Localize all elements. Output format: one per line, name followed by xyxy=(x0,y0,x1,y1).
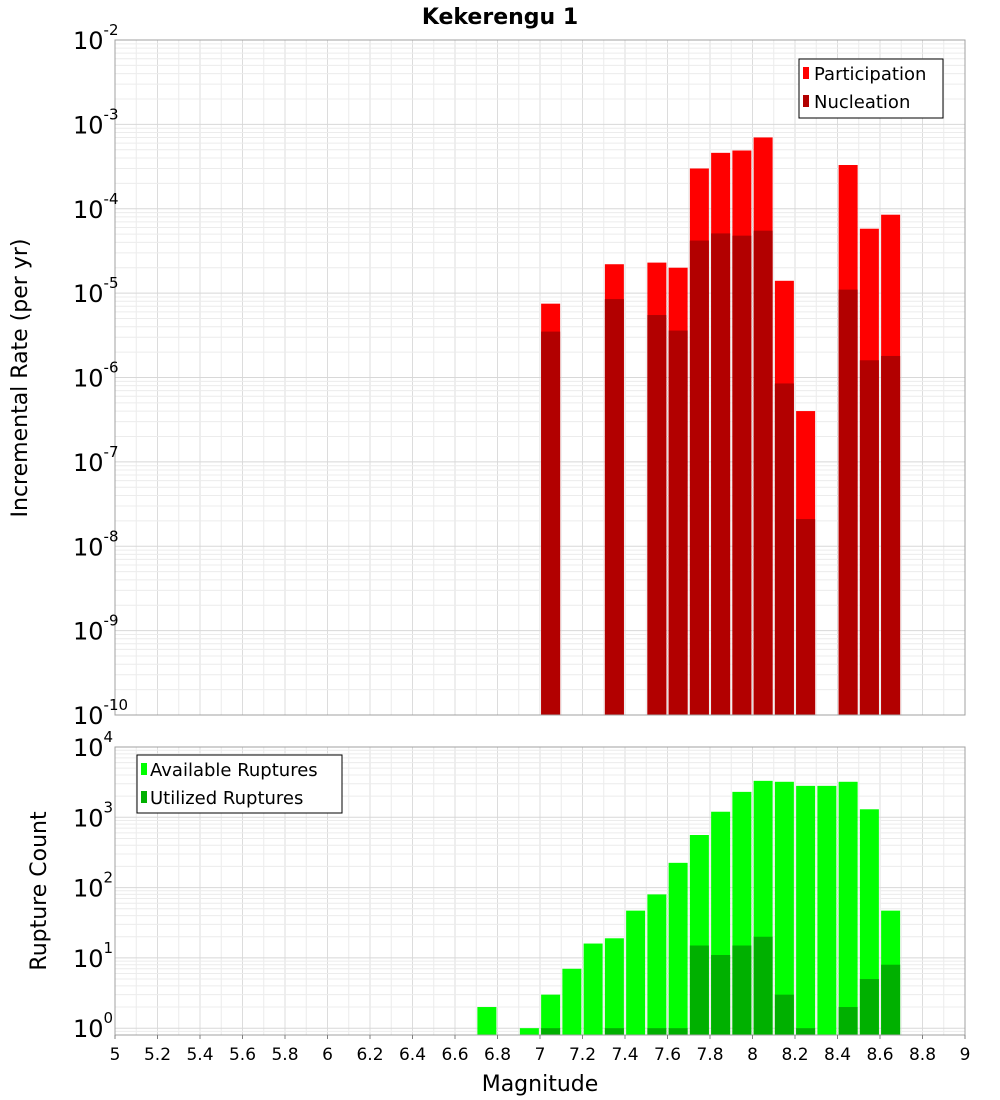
rate-y-tick-labels: 10-2 10-3 10-4 10-5 10-6 10-7 10-8 10-9 10-10 xyxy=(73,21,128,730)
available-ruptures-bar xyxy=(604,938,624,1035)
participation-legend-swatch xyxy=(803,67,809,79)
utilized-ruptures-bar xyxy=(881,964,901,1035)
utilized-legend-swatch xyxy=(141,791,147,803)
nucleation-bar xyxy=(711,233,731,715)
utilized-ruptures-bar xyxy=(859,979,879,1035)
available-ruptures-bar xyxy=(626,910,646,1035)
utilized-ruptures-bar xyxy=(838,1007,858,1035)
nucleation-bar xyxy=(859,360,879,715)
available-legend-swatch xyxy=(141,763,147,775)
participation-legend-label: Participation xyxy=(814,64,926,85)
nucleation-legend-label: Nucleation xyxy=(814,92,910,113)
count-chart: 104 103 102 101 100 5 5.2 5.4 5.6 5.8 6 6.2 6.4 6.6 6… xyxy=(27,728,970,1097)
nucleation-bar xyxy=(604,299,624,715)
count-y-tick-label: 101 xyxy=(73,939,113,973)
x-tick-label: 6.4 xyxy=(399,1045,426,1065)
chart-title: Kekerengu 1 xyxy=(422,5,578,30)
x-tick-label: 5.6 xyxy=(229,1045,256,1065)
x-tick-label: 6.2 xyxy=(356,1045,383,1065)
rate-y-axis-label: Incremental Rate (per yr) xyxy=(8,239,33,518)
available-ruptures-bar xyxy=(477,1007,497,1035)
available-ruptures-bar xyxy=(519,1028,539,1035)
count-y-tick-label: 100 xyxy=(73,1009,113,1043)
available-ruptures-bar xyxy=(859,809,879,1035)
nucleation-legend-swatch xyxy=(803,95,809,107)
utilized-ruptures-bar xyxy=(647,1028,667,1035)
rate-chart: 10-2 10-3 10-4 10-5 10-6 10-7 10-8 10-9 10-10 Ke… xyxy=(8,5,966,730)
x-tick-label: 8.6 xyxy=(866,1045,893,1065)
count-y-tick-label: 102 xyxy=(73,869,113,903)
x-tick-label: 6.8 xyxy=(484,1045,511,1065)
rate-y-tick-label: 10-3 xyxy=(73,105,119,139)
x-tick-label: 8.8 xyxy=(909,1045,936,1065)
nucleation-bar xyxy=(881,355,901,715)
x-tick-label: 7.8 xyxy=(696,1045,723,1065)
available-ruptures-bar xyxy=(583,943,603,1035)
x-axis-label: Magnitude xyxy=(482,1072,599,1097)
count-bars xyxy=(477,780,901,1035)
rate-y-tick-label: 10-10 xyxy=(73,696,128,730)
x-tick-label: 6 xyxy=(322,1045,333,1065)
x-tick-label: 8 xyxy=(747,1045,758,1065)
available-ruptures-bar xyxy=(647,894,667,1035)
utilized-ruptures-bar xyxy=(732,945,752,1035)
utilized-ruptures-bar xyxy=(604,1028,624,1035)
available-ruptures-bar xyxy=(562,968,582,1035)
nucleation-bar xyxy=(689,240,709,716)
x-tick-label: 7 xyxy=(535,1045,546,1065)
nucleation-bar xyxy=(541,331,561,715)
x-tick-label: 5.4 xyxy=(186,1045,213,1065)
utilized-ruptures-bar xyxy=(711,954,731,1035)
available-ruptures-bar xyxy=(774,781,794,1035)
x-tick-label: 5 xyxy=(110,1045,121,1065)
x-tick-label: 7.2 xyxy=(569,1045,596,1065)
rate-y-tick-label: 10-4 xyxy=(73,190,119,224)
rate-grid xyxy=(114,39,966,716)
x-tick-label: 8.4 xyxy=(824,1045,851,1065)
x-tick-label: 7.4 xyxy=(611,1045,638,1065)
x-tick-label: 6.6 xyxy=(441,1045,468,1065)
nucleation-bar xyxy=(774,383,794,715)
rate-y-tick-label: 10-8 xyxy=(73,527,119,561)
available-ruptures-bar xyxy=(817,785,837,1035)
x-tick-label: 7.6 xyxy=(654,1045,681,1065)
rate-y-tick-label: 10-9 xyxy=(73,612,119,646)
nucleation-bar xyxy=(732,235,752,715)
nucleation-bar xyxy=(668,330,688,715)
count-legend: Available Ruptures Utilized Ruptures xyxy=(136,754,343,814)
nucleation-bar xyxy=(796,519,816,715)
x-tick-label: 5.8 xyxy=(271,1045,298,1065)
nucleation-bar xyxy=(753,230,773,715)
utilized-legend-label: Utilized Ruptures xyxy=(150,788,303,809)
count-y-axis-label: Rupture Count xyxy=(27,811,52,971)
utilized-ruptures-bar xyxy=(689,945,709,1035)
rate-y-tick-label: 10-2 xyxy=(73,21,119,55)
x-tick-label: 8.2 xyxy=(781,1045,808,1065)
utilized-ruptures-bar xyxy=(774,994,794,1035)
rate-legend: Participation Nucleation xyxy=(798,58,944,119)
count-y-tick-label: 104 xyxy=(73,728,113,762)
x-tick-label: 5.2 xyxy=(144,1045,171,1065)
rate-y-tick-label: 10-7 xyxy=(73,443,119,477)
rate-bars xyxy=(541,137,901,716)
available-ruptures-bar xyxy=(668,862,688,1035)
nucleation-bar xyxy=(647,315,667,715)
magnitude-tick-labels: 5 5.2 5.4 5.6 5.8 6 6.2 6.4 6.6 6.8 7 7.2 7.4 7.6 7.8 8… xyxy=(110,1035,971,1065)
rate-y-tick-label: 10-6 xyxy=(73,359,119,393)
utilized-ruptures-bar xyxy=(668,1028,688,1035)
available-ruptures-bar xyxy=(796,785,816,1035)
available-ruptures-bar xyxy=(838,781,858,1035)
utilized-ruptures-bar xyxy=(753,936,773,1035)
rate-y-tick-label: 10-5 xyxy=(73,274,119,308)
utilized-ruptures-bar xyxy=(541,1028,561,1035)
x-tick-label: 9 xyxy=(960,1045,971,1065)
nucleation-bar xyxy=(838,289,858,715)
available-ruptures-bar xyxy=(541,994,561,1035)
count-y-tick-label: 103 xyxy=(73,798,113,832)
available-legend-label: Available Ruptures xyxy=(150,760,318,781)
count-y-tick-labels: 104 103 102 101 100 xyxy=(73,728,113,1043)
utilized-ruptures-bar xyxy=(796,1028,816,1035)
